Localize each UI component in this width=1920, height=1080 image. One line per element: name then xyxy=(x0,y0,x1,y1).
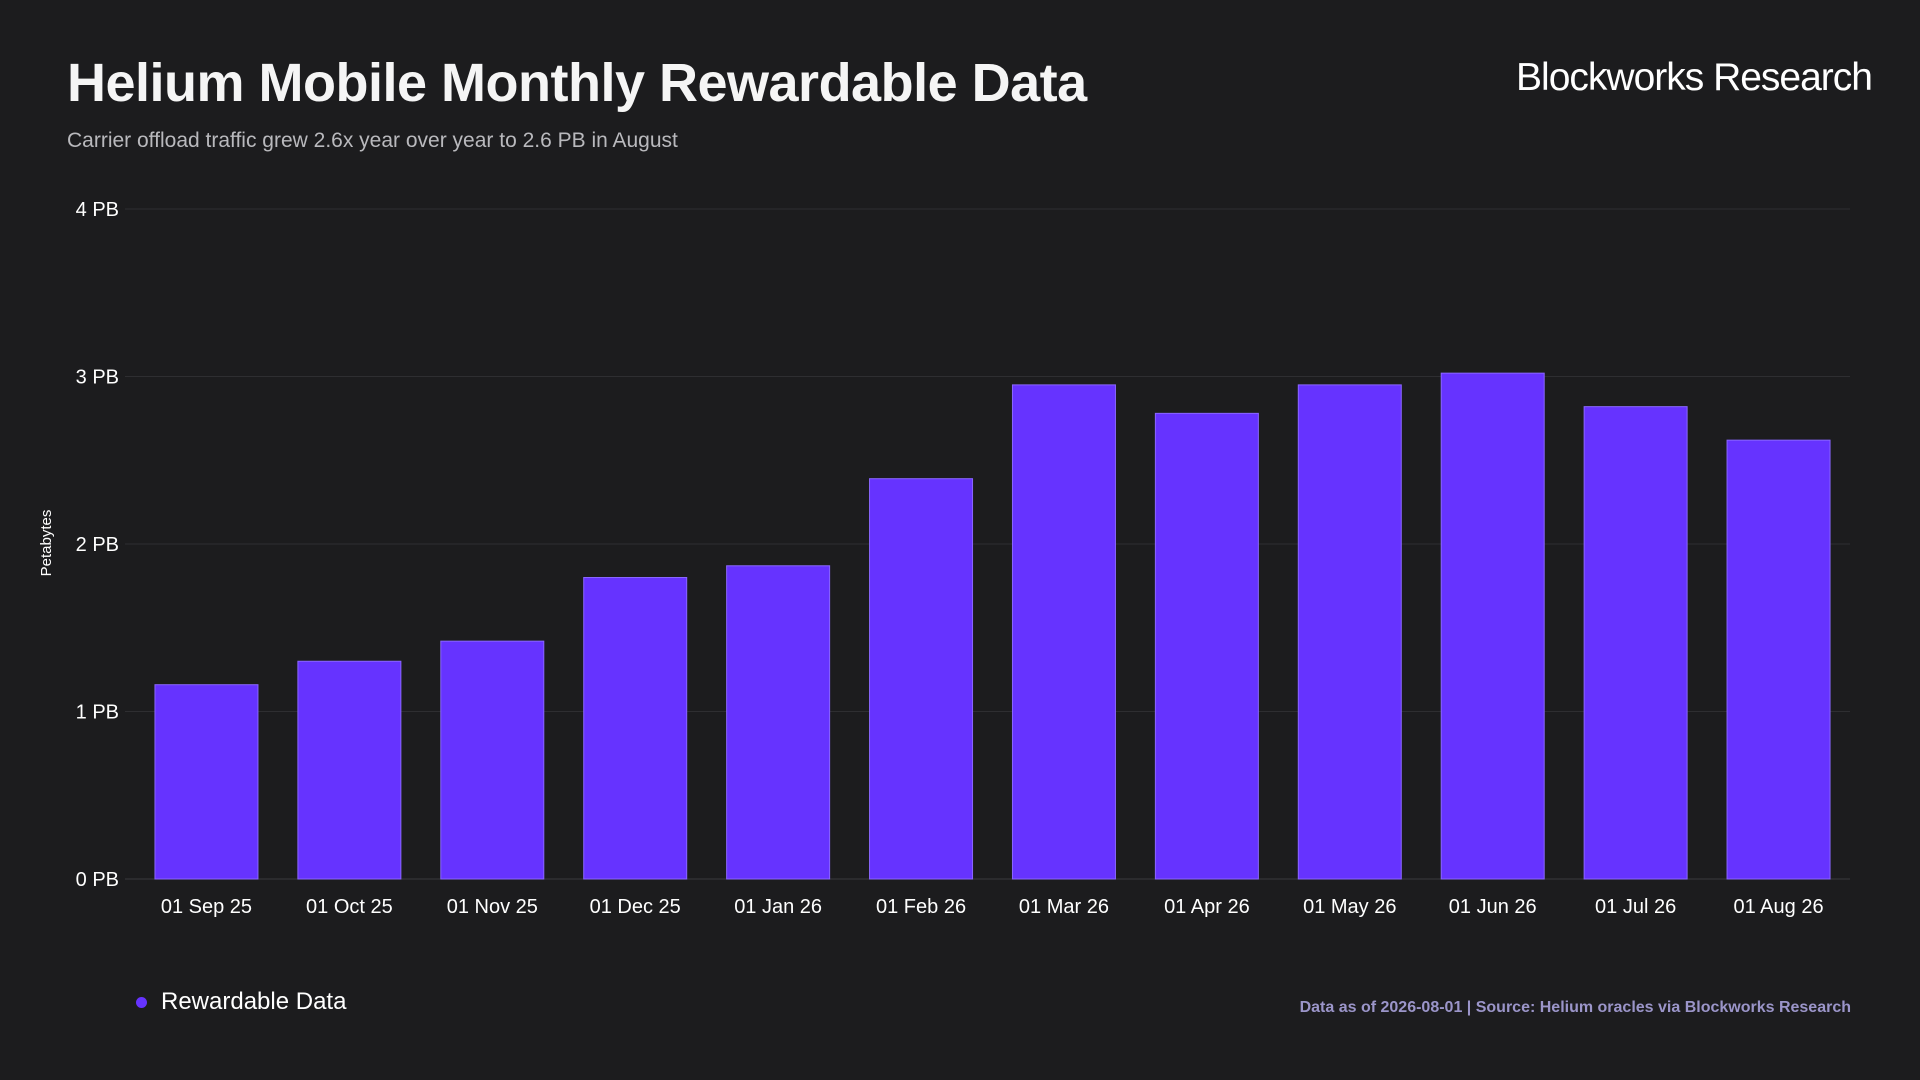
bar xyxy=(583,577,688,880)
legend-label: Rewardable Data xyxy=(161,988,347,1015)
x-axis-ticks: 01 Sep 25 01 Oct 25 01 Nov 25 01 Dec 25 01 J… xyxy=(161,896,1824,918)
source-footnote: Data as of 2026-08-01 | Source: Helium o… xyxy=(1299,999,1851,1016)
bar xyxy=(1154,412,1259,880)
x-tick-label: 01 Jan 26 xyxy=(734,896,822,918)
brand-logo: Blockworks Research xyxy=(1516,56,1873,99)
x-tick-label: 01 Feb 26 xyxy=(876,896,966,918)
chart-title: Helium Mobile Monthly Rewardable Data xyxy=(67,53,1087,113)
bar xyxy=(869,478,974,880)
x-tick-label: 01 Aug 26 xyxy=(1733,896,1823,918)
bar xyxy=(1011,384,1116,880)
bar xyxy=(154,684,259,880)
y-tick-label: 4 PB xyxy=(76,199,119,221)
x-tick-label: 01 Nov 25 xyxy=(447,896,538,918)
chart-subtitle: Carrier offload traffic grew 2.6x year o… xyxy=(67,129,678,152)
y-axis-label: Petabytes xyxy=(38,510,55,577)
y-tick-label: 3 PB xyxy=(76,367,119,389)
bar xyxy=(726,565,831,880)
legend-marker xyxy=(136,996,147,1008)
x-tick-label: 01 Jul 26 xyxy=(1595,896,1676,918)
x-tick-label: 01 May 26 xyxy=(1303,896,1396,918)
y-tick-label: 1 PB xyxy=(76,702,119,724)
bar xyxy=(440,640,545,880)
y-axis-ticks: 0 PB 1 PB 2 PB 3 PB 4 PB xyxy=(76,199,119,891)
bar xyxy=(297,660,402,880)
x-tick-label: 01 Dec 25 xyxy=(590,896,681,918)
bar xyxy=(1297,384,1402,880)
bars xyxy=(154,372,1831,880)
x-tick-label: 01 Oct 25 xyxy=(306,896,393,918)
x-tick-label: 01 Jun 26 xyxy=(1449,896,1537,918)
x-tick-label: 01 Apr 26 xyxy=(1164,896,1250,918)
bar xyxy=(1440,372,1545,880)
x-tick-label: 01 Mar 26 xyxy=(1019,896,1109,918)
x-tick-label: 01 Sep 25 xyxy=(161,896,252,918)
y-tick-label: 2 PB xyxy=(76,534,119,556)
legend: Rewardable Data xyxy=(136,988,346,1016)
grid-lines xyxy=(125,208,1850,880)
bar xyxy=(1583,406,1688,880)
y-tick-label: 0 PB xyxy=(76,869,119,891)
bar xyxy=(1726,439,1831,880)
